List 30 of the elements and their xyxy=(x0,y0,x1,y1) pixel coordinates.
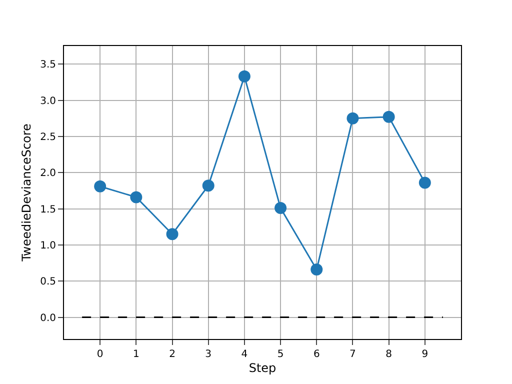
x-tick-label: 0 xyxy=(96,349,104,360)
x-tick-label: 1 xyxy=(132,349,140,360)
point xyxy=(382,110,395,123)
y-tick-label: 0.0 xyxy=(40,312,56,324)
y-tick-label: 2.5 xyxy=(40,132,56,143)
point xyxy=(418,176,431,189)
x-tick-label: 5 xyxy=(277,349,284,360)
point xyxy=(238,70,250,82)
point xyxy=(94,180,106,192)
x-tick-label: 2 xyxy=(169,349,176,360)
y-tick-label: 2.0 xyxy=(40,168,56,180)
y-tick-label: 1.0 xyxy=(40,240,56,252)
y-axis-title: TweedieDevianceScore xyxy=(19,124,34,262)
point xyxy=(274,202,287,214)
x-tick-label: 4 xyxy=(241,349,248,360)
x-axis-title: Step xyxy=(248,360,276,375)
x-tick-label: 9 xyxy=(422,349,428,360)
x-tick-label: 7 xyxy=(350,349,356,360)
y-tick-label: 3.5 xyxy=(40,60,56,71)
y-tick-label: 3.0 xyxy=(40,96,56,107)
point xyxy=(346,112,359,124)
x-tick-label: 8 xyxy=(386,349,392,360)
point xyxy=(130,191,142,204)
point xyxy=(310,264,323,276)
y-tick-label: 1.5 xyxy=(40,204,56,216)
x-tick-label: 6 xyxy=(313,349,320,360)
y-tick-label: 0.5 xyxy=(40,276,56,288)
point xyxy=(202,180,214,192)
x-tick-label: 3 xyxy=(205,349,212,360)
point xyxy=(166,228,178,240)
